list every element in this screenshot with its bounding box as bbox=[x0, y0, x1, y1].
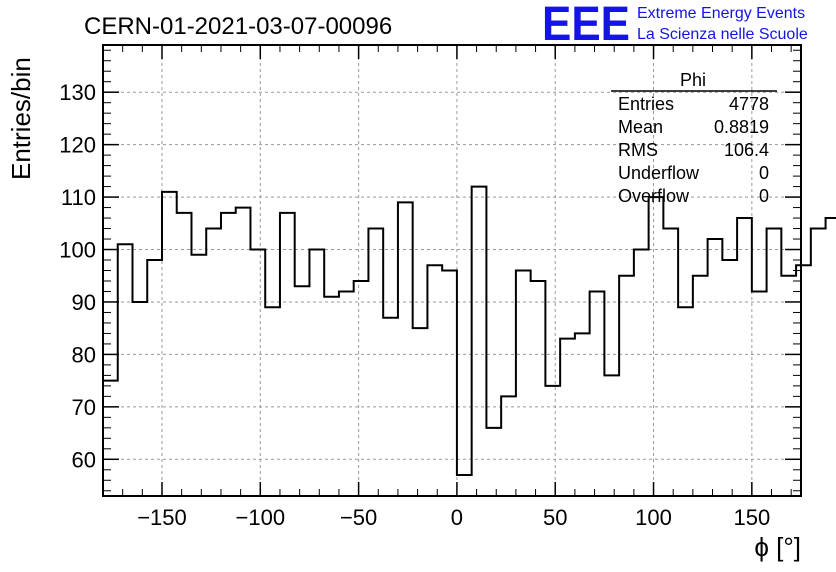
histogram-bar bbox=[501, 396, 516, 496]
histogram-bar bbox=[634, 250, 649, 496]
histogram-bar bbox=[368, 229, 383, 496]
histogram-bar bbox=[265, 307, 280, 496]
histogram-bar bbox=[236, 208, 251, 496]
eee-logo-line1: Extreme Energy Events bbox=[637, 5, 805, 22]
histogram-bar bbox=[486, 428, 501, 496]
histogram-bar bbox=[383, 318, 398, 496]
histogram-bar bbox=[678, 307, 693, 496]
stats-label-overflow: Overflow bbox=[618, 186, 690, 206]
grid-lines bbox=[103, 45, 801, 496]
histogram-bar bbox=[575, 333, 590, 496]
stats-label-entries: Entries bbox=[618, 94, 674, 114]
chart-title: CERN-01-2021-03-07-00096 bbox=[84, 13, 392, 40]
histogram-bar bbox=[737, 218, 752, 496]
stats-value-overflow: 0 bbox=[759, 186, 769, 206]
y-tick-label: 70 bbox=[72, 395, 96, 420]
histogram-bar bbox=[472, 187, 487, 496]
stats-value-rms: 106.4 bbox=[724, 140, 769, 160]
histogram-bar bbox=[693, 276, 708, 496]
histogram-bar bbox=[826, 218, 836, 496]
histogram-bar bbox=[413, 328, 428, 496]
histogram-bar bbox=[442, 271, 457, 497]
axis-ticks bbox=[103, 45, 801, 496]
stats-label-underflow: Underflow bbox=[618, 163, 700, 183]
x-tick-label: −100 bbox=[236, 505, 286, 530]
histogram-bar bbox=[206, 229, 221, 496]
x-axis-label: ϕ [°] bbox=[754, 532, 801, 562]
stats-box: Phi Entries 4778 Mean 0.8819 RMS 106.4 U… bbox=[611, 70, 777, 206]
histogram-bar bbox=[118, 244, 133, 496]
x-tick-label: −50 bbox=[340, 505, 377, 530]
stats-value-underflow: 0 bbox=[759, 163, 769, 183]
histogram-bar bbox=[767, 229, 782, 496]
histogram-bar bbox=[427, 265, 442, 496]
x-tick-labels: −150 −100 −50 0 50 100 150 bbox=[137, 505, 770, 530]
histogram-bar bbox=[324, 297, 339, 496]
histogram-bar bbox=[619, 276, 634, 496]
y-axis-label: Entries/bin bbox=[6, 57, 36, 180]
histogram-bar bbox=[295, 286, 310, 496]
stats-label-rms: RMS bbox=[618, 140, 658, 160]
x-tick-label: 0 bbox=[451, 505, 463, 530]
histogram-bar bbox=[560, 339, 575, 496]
stats-value-entries: 4778 bbox=[729, 94, 769, 114]
histogram-bar bbox=[339, 291, 354, 496]
eee-logo: EEE Extreme Energy Events La Scienza nel… bbox=[542, 0, 808, 51]
histogram-bar bbox=[796, 265, 811, 496]
histogram-bar bbox=[708, 239, 723, 496]
y-tick-label: 100 bbox=[59, 238, 96, 263]
histogram-bar bbox=[398, 202, 413, 496]
histogram-bar bbox=[663, 229, 678, 496]
histogram-bar bbox=[752, 291, 767, 496]
histogram-bar bbox=[649, 197, 664, 496]
histogram-bar bbox=[177, 213, 192, 496]
histogram-outline bbox=[102, 185, 836, 496]
eee-logo-mark: EEE bbox=[542, 0, 630, 51]
histogram-bar bbox=[162, 192, 177, 496]
histogram-bars bbox=[103, 187, 836, 496]
x-tick-label: 150 bbox=[733, 505, 770, 530]
x-tick-label: 100 bbox=[635, 505, 672, 530]
y-tick-label: 120 bbox=[59, 133, 96, 158]
x-tick-label: 50 bbox=[543, 505, 567, 530]
histogram-bar bbox=[811, 229, 826, 496]
y-tick-label: 110 bbox=[61, 185, 96, 210]
histogram-bar bbox=[221, 213, 236, 496]
histogram-bar bbox=[280, 213, 295, 496]
histogram-bar bbox=[457, 475, 472, 496]
y-tick-label: 90 bbox=[72, 290, 96, 315]
y-tick-label: 130 bbox=[59, 80, 96, 105]
stats-label-mean: Mean bbox=[618, 117, 663, 137]
y-tick-label: 60 bbox=[72, 447, 96, 472]
histogram-bar bbox=[545, 386, 560, 496]
histogram-bar bbox=[590, 291, 605, 496]
histogram-bar bbox=[147, 260, 162, 496]
stats-value-mean: 0.8819 bbox=[714, 117, 769, 137]
y-tick-labels: 60 70 80 90 100 110 120 130 bbox=[59, 80, 96, 472]
stats-title: Phi bbox=[680, 70, 706, 90]
histogram-bar bbox=[354, 281, 369, 496]
histogram-bar bbox=[309, 250, 324, 496]
eee-logo-line2: La Scienza nelle Scuole bbox=[637, 26, 808, 43]
histogram-bar bbox=[722, 260, 737, 496]
y-tick-label: 80 bbox=[72, 342, 96, 367]
x-tick-label: −150 bbox=[137, 505, 187, 530]
histogram-bar bbox=[604, 375, 619, 496]
histogram-bar bbox=[191, 255, 206, 496]
histogram-bar bbox=[250, 250, 265, 496]
histogram-bar bbox=[132, 302, 147, 496]
histogram-bar bbox=[531, 281, 546, 496]
histogram-bar bbox=[516, 271, 531, 497]
